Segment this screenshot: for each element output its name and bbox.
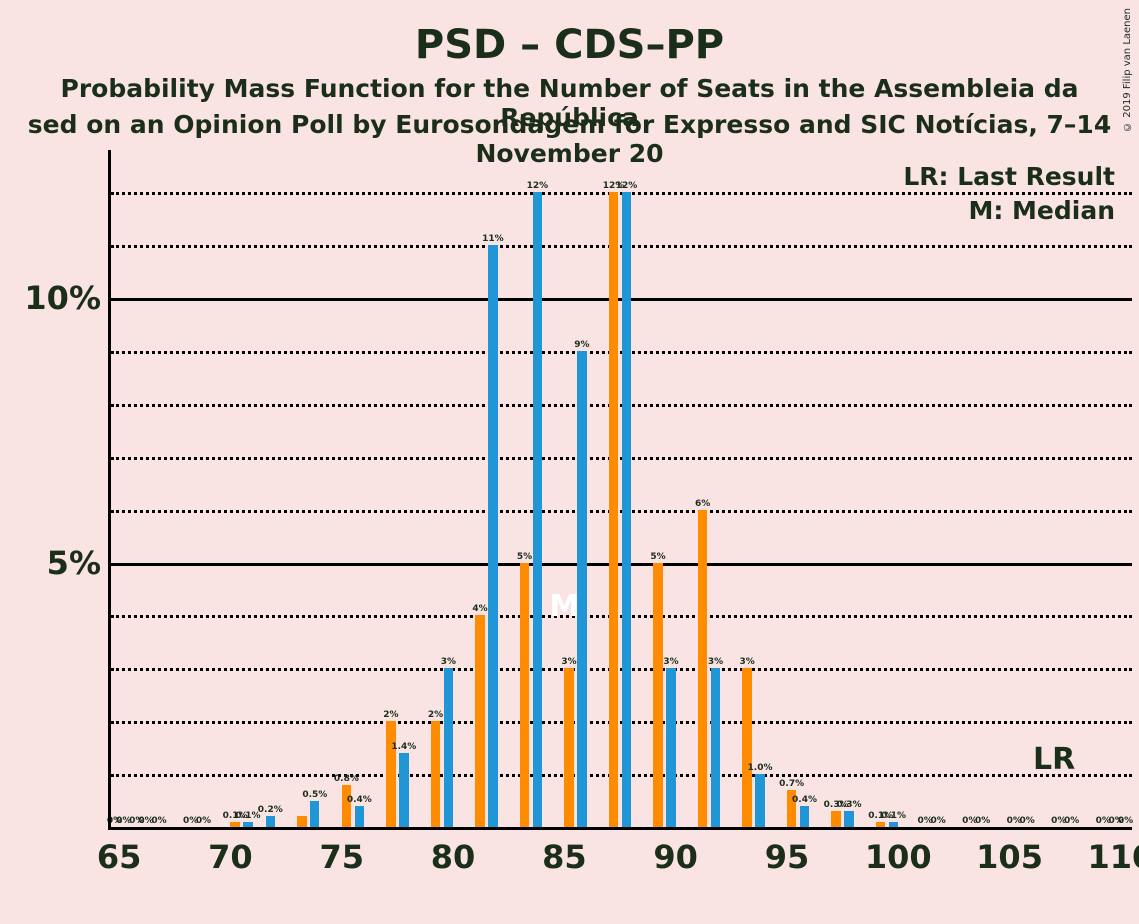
bar-label-blue: 3% [708,657,723,667]
bar-label-blue: 1.4% [391,742,416,752]
bar-blue [355,806,364,827]
bar-orange [698,510,707,827]
bar-label-blue: 0% [930,816,945,826]
bar-orange [653,563,662,827]
bar-blue [399,753,408,827]
bar-orange [297,816,306,827]
bar-blue [444,668,453,827]
bar-label-blue: 3% [441,657,456,667]
bar-label-blue: 12% [527,181,549,191]
bar-label-blue: 0.4% [792,795,817,805]
bar-orange [386,721,395,827]
bar-blue [666,668,675,827]
bar-blue [755,774,764,827]
bar-label-orange: 5% [517,552,532,562]
bar-orange [564,668,573,827]
x-tick-label: 110 [1087,838,1139,876]
bar-blue [622,192,631,827]
last-result-marker: LR [1033,742,1075,777]
bar-label-blue: 0% [1064,816,1079,826]
x-tick-label: 80 [431,838,476,876]
bar-label-blue: 3% [663,657,678,667]
bar-label-orange: 4% [472,604,487,614]
chart-plot-area: 657075808590951001051100%0%0%0%0%0%0%0.1… [108,150,1132,830]
bar-label-orange: 0.8% [334,774,359,784]
bar-label-blue: 0.3% [837,800,862,810]
y-tick-label: 5% [47,544,101,582]
bar-orange [742,668,751,827]
bar-label-blue: 0% [151,816,166,826]
bar-blue [266,816,275,827]
bar-label-blue: 0.1% [881,811,906,821]
bar-label-orange: 2% [428,710,443,720]
x-tick-label: 70 [208,838,253,876]
bar-label-blue: 0% [975,816,990,826]
copyright-text: © 2019 Filip van Laenen [1122,8,1133,132]
bar-label-blue: 0.1% [236,811,261,821]
x-axis [108,827,1132,830]
median-marker: M [549,589,579,624]
bar-label-orange: 2% [383,710,398,720]
bar-orange [831,811,840,827]
bar-label-blue: 0.4% [347,795,372,805]
bar-blue [310,801,319,827]
bar-label-orange: 0.7% [779,779,804,789]
bar-orange [342,785,351,827]
x-tick-label: 95 [765,838,810,876]
bar-label-blue: 0% [1020,816,1035,826]
bar-label-blue: 11% [482,234,504,244]
bar-orange [520,563,529,827]
bar-label-orange: 3% [739,657,754,667]
x-tick-label: 105 [976,838,1043,876]
x-tick-label: 100 [865,838,932,876]
bar-label-blue: 12% [616,181,638,191]
x-tick-label: 85 [542,838,587,876]
x-tick-label: 65 [97,838,142,876]
y-axis [108,150,111,830]
y-tick-label: 10% [24,279,101,317]
bar-label-blue: 1.0% [748,763,773,773]
bar-orange [475,615,484,827]
chart-title: PSD – CDS–PP [0,22,1139,68]
bar-label-blue: 9% [574,340,589,350]
x-tick-label: 75 [319,838,364,876]
bar-blue [533,192,542,827]
bar-label-blue: 0% [196,816,211,826]
bar-blue [711,668,720,827]
bar-blue [488,245,497,827]
bar-orange [609,192,618,827]
bar-label-orange: 0% [1118,816,1133,826]
bar-blue [844,811,853,827]
x-tick-label: 90 [653,838,698,876]
bar-orange [431,721,440,827]
bar-label-orange: 6% [695,499,710,509]
bar-label-orange: 3% [561,657,576,667]
bar-label-blue: 0.5% [302,790,327,800]
bar-blue [800,806,809,827]
bar-label-orange: 5% [650,552,665,562]
bar-label-blue: 0.2% [258,805,283,815]
